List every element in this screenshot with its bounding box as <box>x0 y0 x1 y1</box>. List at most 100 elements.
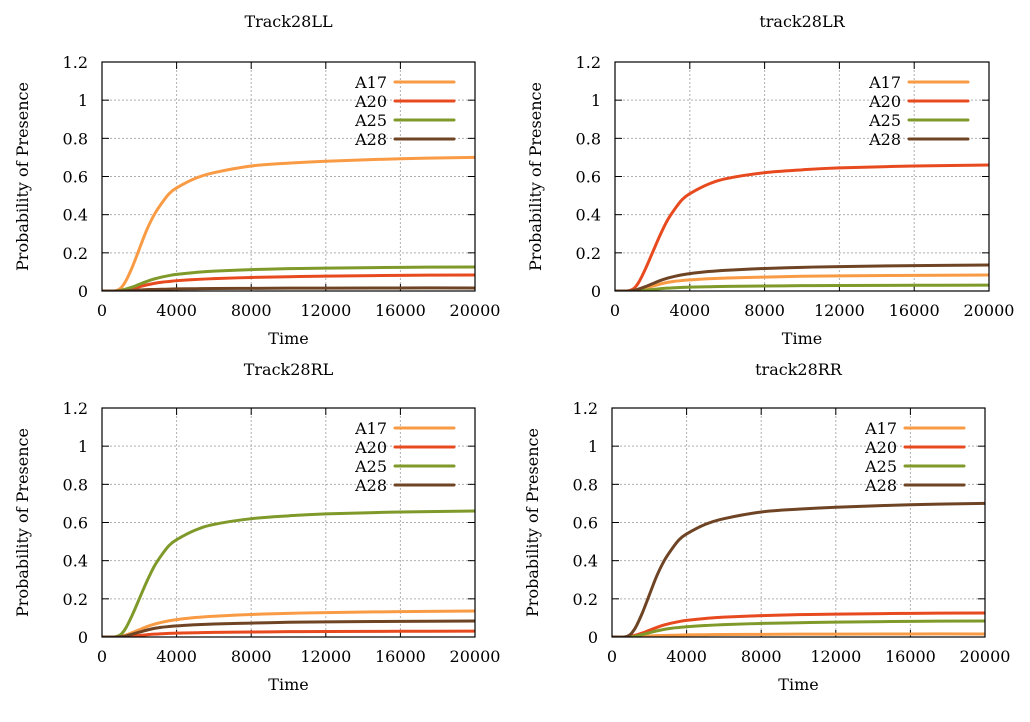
y-tick-label: 0.8 <box>63 129 88 148</box>
chart-title: track28RR <box>755 360 843 379</box>
chart-panel-1: track28LR 0 4000 8000 12000 16000 20000 0 0.2 0.4… <box>526 12 1014 348</box>
y-tick-label: 0.2 <box>573 590 598 609</box>
y-tick-label: 0.4 <box>576 206 601 225</box>
x-tick-label: 4000 <box>156 647 197 666</box>
y-tick-label: 0.2 <box>576 244 601 263</box>
plot-frame <box>101 61 476 292</box>
x-tick-label: 20000 <box>450 647 501 666</box>
chart-title: track28LR <box>759 12 845 31</box>
legend-label: A17 <box>864 419 897 438</box>
y-tick-label: 0.6 <box>573 514 598 533</box>
series-group <box>102 155 475 291</box>
legend-label: A17 <box>868 73 901 92</box>
legend-label: A20 <box>868 92 901 111</box>
y-tick-label: 0.4 <box>573 552 598 571</box>
legend-label: A25 <box>354 111 387 130</box>
series-line-a20 <box>102 629 475 637</box>
legend-label: A28 <box>354 130 387 149</box>
y-tick-label: 0 <box>78 628 88 647</box>
x-tick-label: 12000 <box>814 301 865 320</box>
x-tick-label: 8000 <box>231 301 272 320</box>
x-tick-label: 8000 <box>231 647 272 666</box>
x-axis-label: Time <box>268 329 308 348</box>
x-tick-label: 20000 <box>964 301 1015 320</box>
y-tick-label: 1.2 <box>63 53 88 72</box>
x-tick-label: 8000 <box>744 301 785 320</box>
series-group <box>615 163 989 291</box>
legend-label: A25 <box>864 457 897 476</box>
x-tick-label: 8000 <box>741 647 782 666</box>
x-tick-label: 20000 <box>960 647 1011 666</box>
y-tick-label: 1 <box>78 437 88 456</box>
x-tick-label: 0 <box>610 301 620 320</box>
chart-panel-0: Track28LL 0 4000 8000 12000 16000 20000 0 0.2 0.4… <box>13 12 500 348</box>
legend-label: A25 <box>868 111 901 130</box>
y-tick-label: 0.6 <box>63 168 88 187</box>
y-tick-label: 1.2 <box>573 399 598 418</box>
plot-frame <box>611 407 986 638</box>
y-tick-label: 0.4 <box>63 206 88 225</box>
series-group <box>102 509 475 637</box>
y-tick-label: 0.8 <box>63 475 88 494</box>
chart-panel-2: Track28RL 0 4000 8000 12000 16000 20000 0 0.2 0.4… <box>13 360 500 694</box>
series-line-a20 <box>615 163 989 291</box>
x-tick-label: 16000 <box>885 647 936 666</box>
x-tick-label: 4000 <box>669 301 710 320</box>
series-line-a25 <box>102 265 475 291</box>
legend-label: A28 <box>354 476 387 495</box>
chart-panel-3: track28RR 0 4000 8000 12000 16000 20000 0 0.2 0.4… <box>523 360 1010 694</box>
legend-label: A25 <box>354 457 387 476</box>
series-line-a25 <box>612 619 985 637</box>
x-axis-label: Time <box>268 675 308 694</box>
y-tick-label: 0.8 <box>576 129 601 148</box>
x-tick-label: 4000 <box>666 647 707 666</box>
y-tick-label: 0.6 <box>63 514 88 533</box>
x-tick-label: 0 <box>97 301 107 320</box>
plot-frame <box>101 407 476 638</box>
series-line-a28 <box>615 263 989 291</box>
y-tick-label: 0.4 <box>63 552 88 571</box>
x-tick-label: 16000 <box>375 647 426 666</box>
legend-label: A17 <box>354 73 387 92</box>
y-tick-label: 1.2 <box>576 53 601 72</box>
y-tick-label: 1 <box>78 91 88 110</box>
x-axis-label: Time <box>782 329 822 348</box>
legend-label: A20 <box>354 92 387 111</box>
x-axis-label: Time <box>778 675 818 694</box>
legend-label: A20 <box>354 438 387 457</box>
x-tick-label: 16000 <box>375 301 426 320</box>
y-tick-label: 0.8 <box>573 475 598 494</box>
series-line-a28 <box>612 501 985 637</box>
x-tick-label: 0 <box>607 647 617 666</box>
x-tick-label: 4000 <box>156 301 197 320</box>
series-line-a25 <box>102 509 475 637</box>
y-tick-label: 1 <box>588 437 598 456</box>
x-tick-label: 12000 <box>300 301 351 320</box>
y-axis-label: Probability of Presence <box>523 428 542 617</box>
y-tick-label: 0.6 <box>576 168 601 187</box>
x-tick-label: 12000 <box>810 647 861 666</box>
legend-label: A28 <box>864 476 897 495</box>
y-tick-label: 1.2 <box>63 399 88 418</box>
y-tick-label: 1 <box>591 91 601 110</box>
x-tick-label: 16000 <box>889 301 940 320</box>
x-tick-label: 20000 <box>450 301 501 320</box>
y-axis-label: Probability of Presence <box>13 82 32 271</box>
series-group <box>612 501 985 637</box>
y-tick-label: 0.2 <box>63 590 88 609</box>
chart-title: Track28RL <box>244 360 334 379</box>
y-tick-label: 0 <box>78 282 88 301</box>
y-axis-label: Probability of Presence <box>526 82 545 271</box>
y-tick-label: 0 <box>588 628 598 647</box>
x-tick-label: 0 <box>97 647 107 666</box>
legend-label: A17 <box>354 419 387 438</box>
chart-title: Track28LL <box>244 12 333 31</box>
y-tick-label: 0 <box>591 282 601 301</box>
y-axis-label: Probability of Presence <box>13 428 32 617</box>
legend-label: A28 <box>868 130 901 149</box>
series-line-a17 <box>102 155 475 291</box>
